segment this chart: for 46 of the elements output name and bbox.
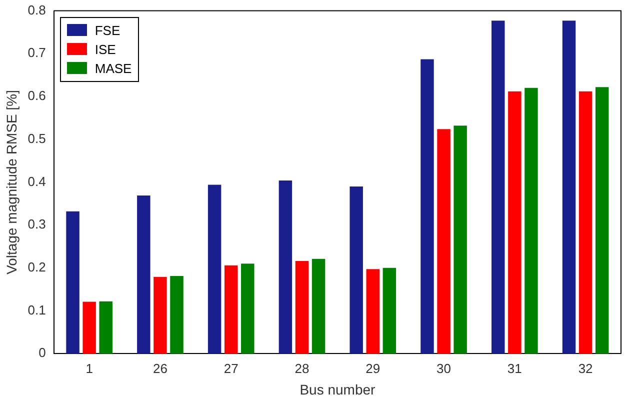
y-tick-label: 0: [38, 345, 46, 360]
x-tick-label: 29: [366, 360, 380, 376]
x-tick-label: 1: [86, 360, 93, 376]
bar: [99, 301, 112, 354]
y-tick-label: 0.6: [28, 88, 46, 104]
x-tick-label: 30: [436, 360, 452, 376]
bar: [208, 184, 222, 354]
bar: [366, 269, 380, 354]
x-tick-label: 32: [578, 360, 593, 376]
bar: [82, 302, 96, 354]
bar: [154, 276, 167, 354]
x-tick-label: 31: [507, 360, 522, 376]
bar: [278, 180, 292, 354]
x-tick-label: 28: [294, 360, 310, 376]
bar: [508, 91, 522, 354]
bar: [66, 211, 80, 354]
bar: [295, 261, 309, 354]
legend-label: ISE: [94, 42, 116, 57]
bar: [454, 126, 467, 354]
bar: [224, 265, 238, 354]
y-tick-label: 0.3: [28, 216, 46, 232]
bar: [524, 88, 538, 354]
y-axis-title: Voltage magnitude RMSE [%]: [3, 90, 20, 274]
bar: [492, 20, 505, 354]
x-axis-title: Bus number: [300, 381, 376, 398]
y-tick-label: 0.4: [28, 174, 46, 189]
bar: [170, 276, 184, 354]
legend-label: MASE: [94, 60, 132, 76]
y-tick-label: 0.5: [28, 130, 46, 146]
bar: [382, 268, 396, 354]
x-tick-label: 27: [224, 360, 238, 376]
bar: [350, 186, 363, 354]
bar: [241, 264, 254, 354]
y-tick-label: 0.8: [28, 2, 46, 18]
bar: [137, 195, 150, 354]
legend-label: FSE: [94, 22, 120, 38]
y-tick-label: 0.1: [28, 302, 46, 318]
y-tick-label: 0.7: [28, 45, 46, 60]
bar: [562, 20, 576, 354]
y-tick-label: 0.2: [28, 259, 46, 274]
bar: [437, 129, 450, 354]
x-tick-label: 26: [152, 360, 168, 376]
bar: [578, 91, 592, 354]
bar: [595, 87, 609, 354]
bar: [312, 258, 326, 354]
bar: [420, 59, 434, 354]
